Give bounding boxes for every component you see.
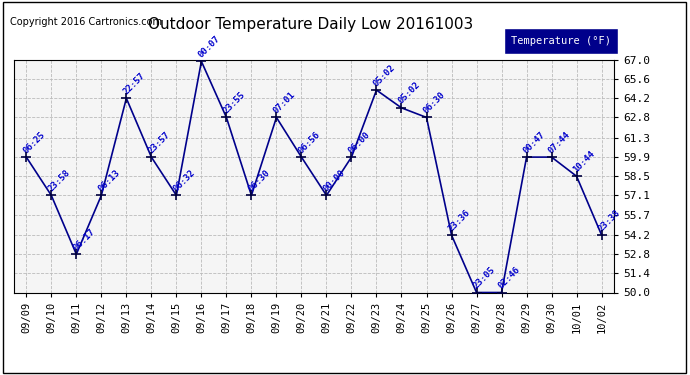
Text: 06:00: 06:00 — [346, 130, 372, 155]
Text: 23:38: 23:38 — [596, 208, 622, 233]
Text: 07:01: 07:01 — [271, 90, 297, 116]
Text: 06:30: 06:30 — [422, 90, 446, 116]
Text: 02:46: 02:46 — [496, 265, 522, 291]
Text: 06:30: 06:30 — [246, 168, 272, 194]
Text: 23:57: 23:57 — [146, 130, 172, 155]
Text: 06:13: 06:13 — [96, 168, 121, 194]
Text: 10:44: 10:44 — [571, 149, 597, 174]
Text: 07:44: 07:44 — [546, 130, 572, 155]
Text: 00:00: 00:00 — [322, 168, 346, 194]
Text: 06:56: 06:56 — [296, 130, 322, 155]
Text: 06:17: 06:17 — [71, 227, 97, 252]
Text: 22:57: 22:57 — [121, 71, 146, 96]
Text: 05:02: 05:02 — [371, 63, 397, 88]
Text: 06:32: 06:32 — [171, 168, 197, 194]
Text: 23:05: 23:05 — [471, 265, 497, 291]
Text: 00:47: 00:47 — [522, 130, 546, 155]
Text: 06:25: 06:25 — [21, 130, 46, 155]
Text: 00:07: 00:07 — [196, 34, 221, 59]
Text: Outdoor Temperature Daily Low 20161003: Outdoor Temperature Daily Low 20161003 — [148, 17, 473, 32]
Text: 05:02: 05:02 — [396, 81, 422, 106]
Text: Copyright 2016 Cartronics.com: Copyright 2016 Cartronics.com — [10, 17, 162, 27]
Text: Temperature (°F): Temperature (°F) — [511, 36, 611, 46]
Text: 23:55: 23:55 — [221, 90, 246, 116]
Text: 23:58: 23:58 — [46, 168, 72, 194]
Text: 23:36: 23:36 — [446, 208, 472, 233]
